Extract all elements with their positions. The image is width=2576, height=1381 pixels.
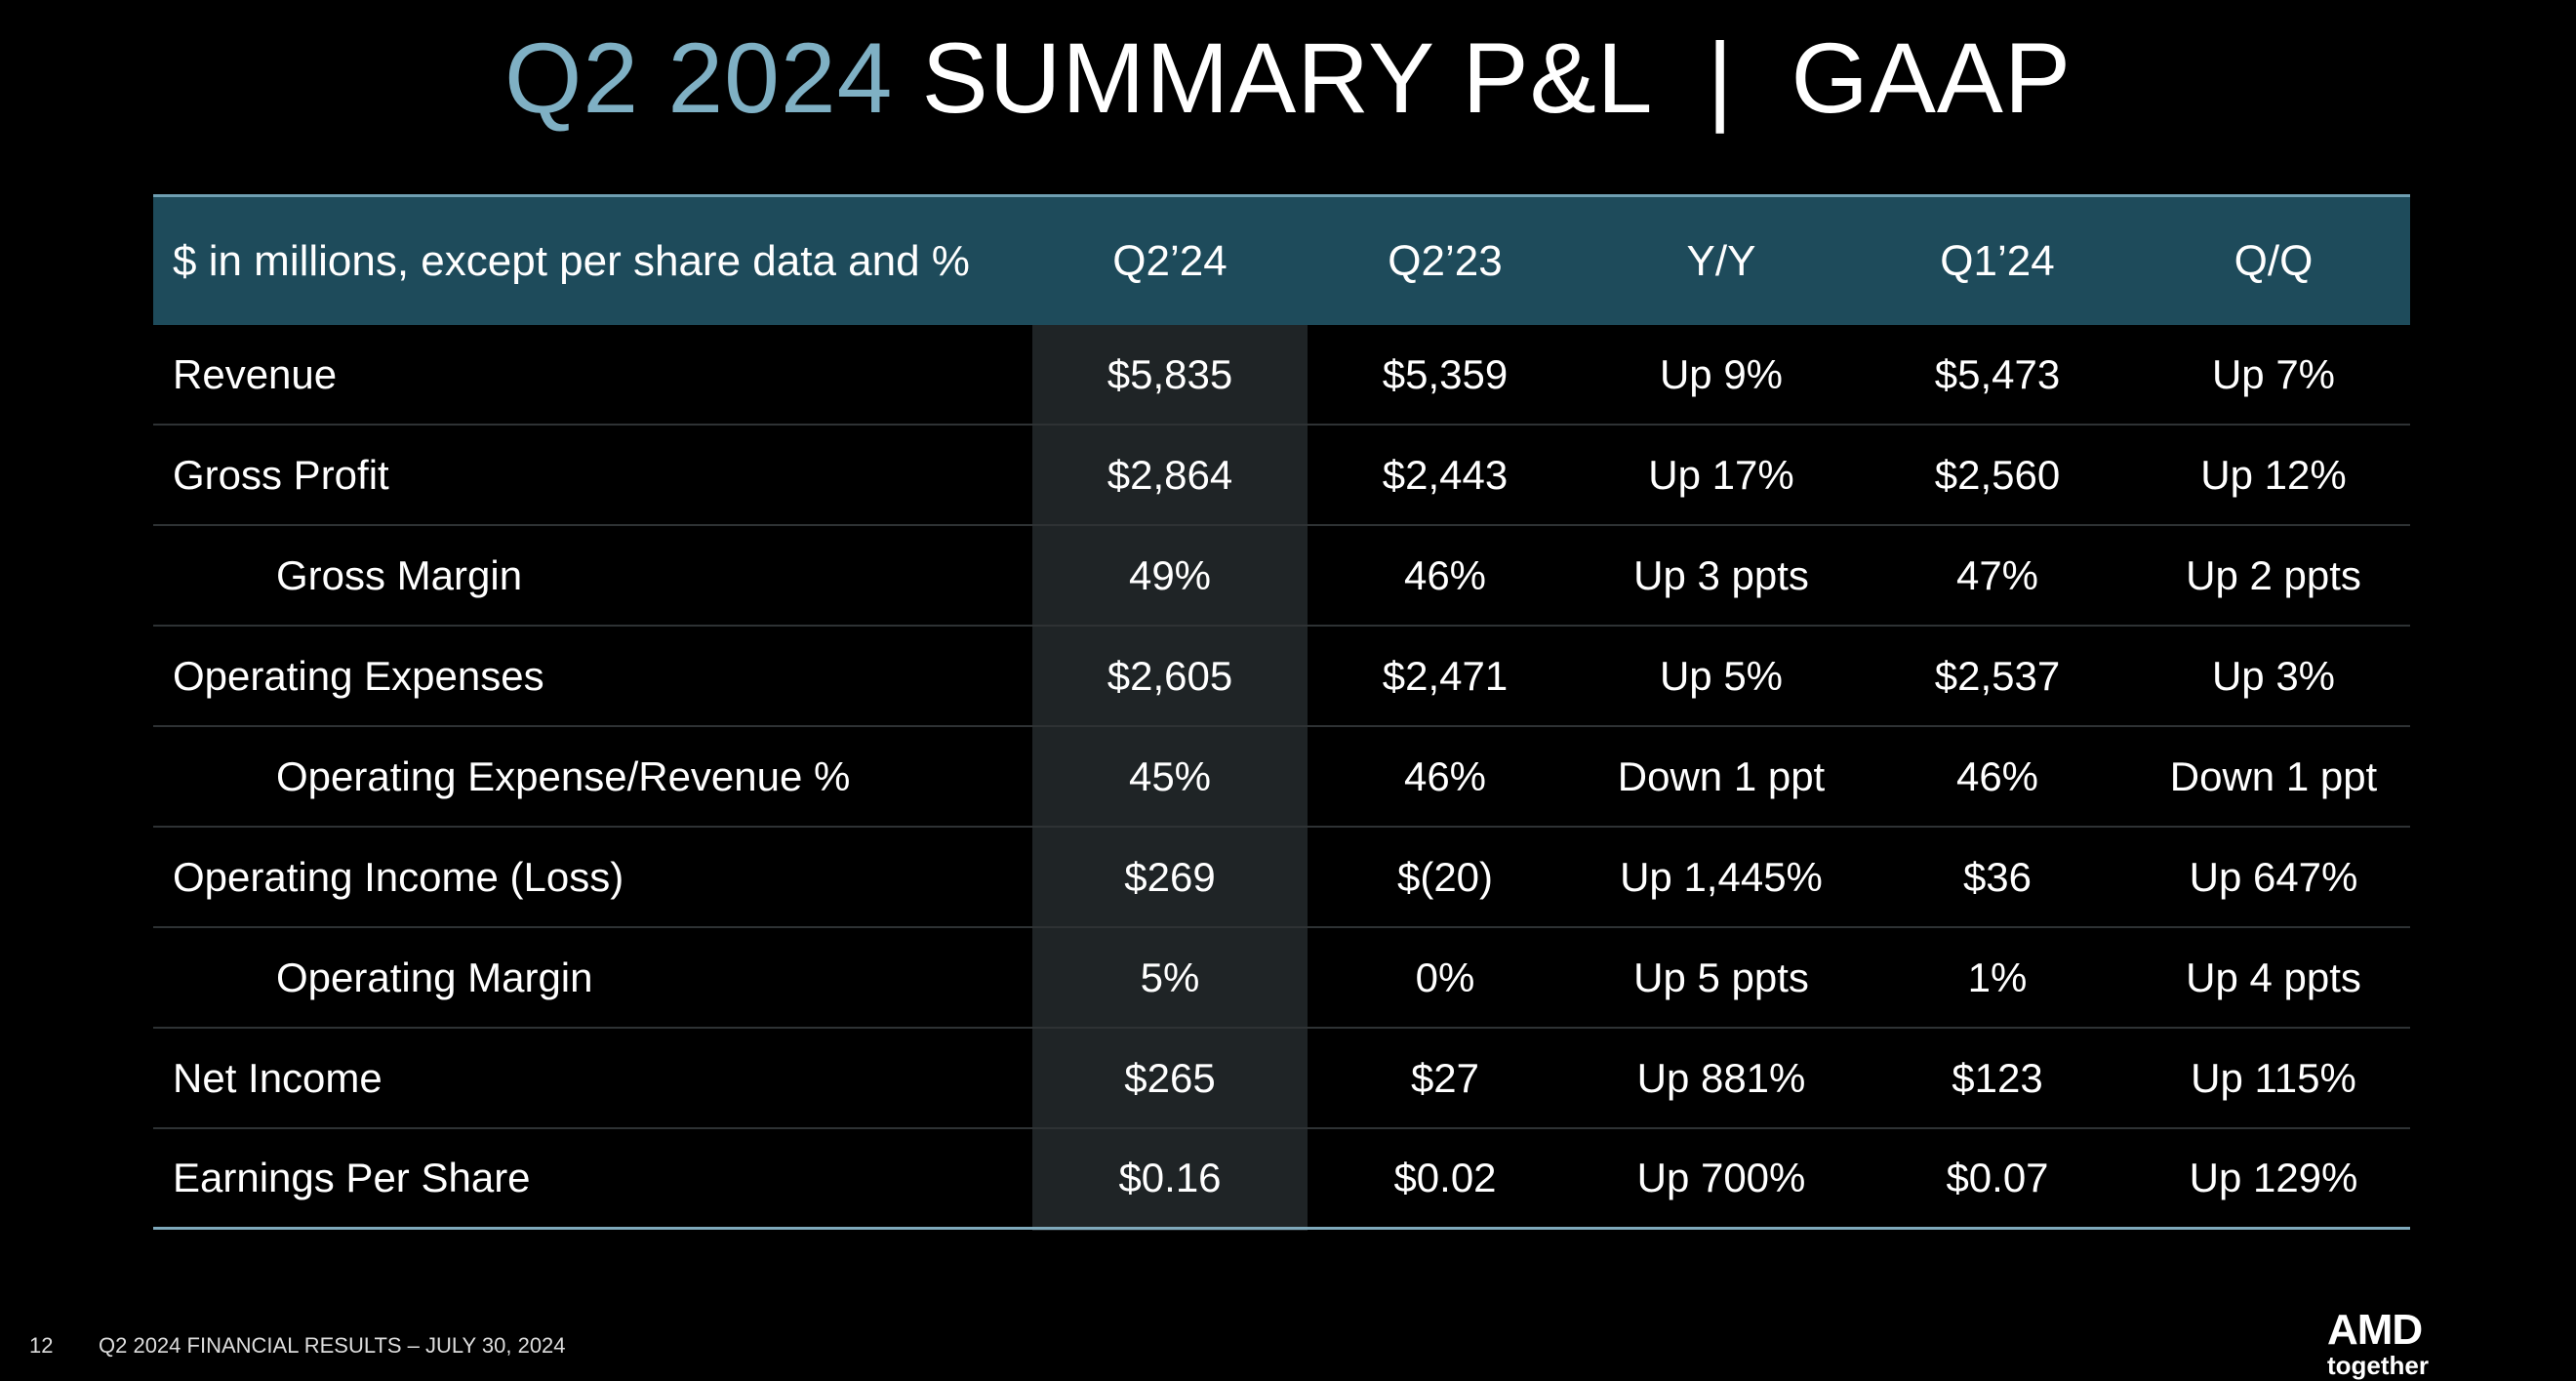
table-cell: $0.16 bbox=[1118, 1155, 1222, 1200]
table-cell: $2,471 bbox=[1382, 652, 1509, 699]
row-label: Operating Expense/Revenue % bbox=[276, 752, 851, 799]
table-cell: Up 129% bbox=[2189, 1155, 2358, 1200]
table-cell: Up 700% bbox=[1636, 1155, 1806, 1200]
table-cell: $2,864 bbox=[1107, 451, 1233, 498]
table-cell: Up 3% bbox=[2211, 652, 2336, 699]
column-highlight bbox=[1032, 325, 1308, 1231]
table-cell: Up 2 ppts bbox=[2186, 551, 2361, 598]
table-cell: 0% bbox=[1415, 954, 1475, 1000]
header-cell: Q2’24 bbox=[1112, 236, 1228, 285]
table-row: Gross Profit $2,864 $2,443 Up 17% $2,560 Up 1… bbox=[153, 426, 2410, 526]
table-row: Operating Expenses $2,605 $2,471 Up 5% $2,53… bbox=[153, 627, 2410, 727]
table-cell: $123 bbox=[1952, 1054, 2043, 1101]
table-cell: 5% bbox=[1140, 954, 1200, 1000]
table-cell: $2,537 bbox=[1934, 652, 2061, 699]
table-cell: $5,359 bbox=[1382, 350, 1509, 397]
table-cell: Up 9% bbox=[1659, 350, 1784, 397]
table-row: Gross Margin 49% 46% Up 3 ppts 47% Up 2 ppts bbox=[153, 526, 2410, 627]
table-cell: Down 1 ppt bbox=[2169, 752, 2378, 799]
table-cell: $2,560 bbox=[1934, 451, 2061, 498]
table-cell: Up 1,445% bbox=[1620, 853, 1823, 900]
title-lead: Q2 2024 bbox=[504, 22, 894, 134]
row-label: Operating Income (Loss) bbox=[173, 853, 624, 900]
title-main: SUMMARY P&L | GAAP bbox=[921, 22, 2072, 134]
table-cell: $269 bbox=[1124, 853, 1216, 900]
table-cell: $27 bbox=[1410, 1054, 1480, 1101]
table-cell: $2,443 bbox=[1382, 451, 1509, 498]
table-cell: $0.02 bbox=[1393, 1155, 1497, 1200]
table-cell: $(20) bbox=[1396, 853, 1494, 900]
table-row: Net Income $265 $27 Up 881% $123 Up 115% bbox=[153, 1029, 2410, 1129]
row-label: Earnings Per Share bbox=[173, 1155, 531, 1200]
table-cell: Down 1 ppt bbox=[1617, 752, 1826, 799]
row-label: Operating Margin bbox=[276, 954, 593, 1000]
header-cell: Y/Y bbox=[1686, 236, 1756, 285]
row-label: Net Income bbox=[173, 1054, 382, 1101]
table-cell: Up 5% bbox=[1659, 652, 1784, 699]
header-cell: Q2’23 bbox=[1388, 236, 1503, 285]
header-cell: Q1’24 bbox=[1940, 236, 2055, 285]
table-cell: $36 bbox=[1962, 853, 2033, 900]
table-cell: Up 5 ppts bbox=[1633, 954, 1809, 1000]
table: $ in millions, except per share data and… bbox=[153, 194, 2410, 1230]
row-label: Operating Expenses bbox=[173, 652, 544, 699]
table-row: Revenue $5,835 $5,359 Up 9% $5,473 Up 7% bbox=[153, 325, 2410, 426]
table-cell: Up 3 ppts bbox=[1633, 551, 1809, 598]
page-number: 12 bbox=[29, 1333, 54, 1358]
slide-title: Q2 2024 SUMMARY P&L | GAAP bbox=[0, 21, 2576, 136]
table-row: Operating Expense/Revenue % 45% 46% Down 1 … bbox=[153, 727, 2410, 828]
table-cell: $5,473 bbox=[1934, 350, 2061, 397]
header-row: $ in millions, except per share data and… bbox=[153, 194, 2410, 325]
table-cell: $265 bbox=[1124, 1054, 1216, 1101]
logo: AMD bbox=[2327, 1306, 2423, 1354]
table-cell: Up 881% bbox=[1636, 1054, 1806, 1101]
table-cell: 49% bbox=[1128, 551, 1212, 598]
table-cell: Up 4 ppts bbox=[2186, 954, 2361, 1000]
table-cell: 1% bbox=[1967, 954, 2028, 1000]
table-cell: Up 115% bbox=[2191, 1054, 2356, 1101]
table-cell: Up 12% bbox=[2200, 451, 2347, 498]
table-cell: Up 647% bbox=[2189, 853, 2358, 900]
table-cell: 46% bbox=[1403, 752, 1487, 799]
table-row: Operating Margin 5% 0% Up 5 ppts 1% Up 4 ppts bbox=[153, 928, 2410, 1029]
row-label: Revenue bbox=[173, 350, 338, 397]
table-cell: 45% bbox=[1128, 752, 1212, 799]
table-cell: $5,835 bbox=[1107, 350, 1233, 397]
table-cell: $0.07 bbox=[1946, 1155, 2049, 1200]
table-row: Operating Income (Loss) $269 $(20) Up 1,445… bbox=[153, 828, 2410, 928]
table-cell: 47% bbox=[1955, 551, 2039, 598]
table-cell: $2,605 bbox=[1107, 652, 1233, 699]
table-row: Earnings Per Share $0.16 $0.02 Up 700% $0.07… bbox=[153, 1129, 2410, 1230]
table-cell: Up 7% bbox=[2211, 350, 2336, 397]
table-cell: 46% bbox=[1955, 752, 2039, 799]
row-label: Gross Profit bbox=[173, 451, 389, 498]
header-label: $ in millions, except per share data and… bbox=[173, 236, 970, 285]
header-cell: Q/Q bbox=[2234, 236, 2314, 285]
table-cell: Up 17% bbox=[1648, 451, 1794, 498]
row-label: Gross Margin bbox=[276, 551, 523, 598]
footer-text: Q2 2024 FINANCIAL RESULTS – JULY 30, 202… bbox=[99, 1333, 566, 1358]
logo-tagline: together bbox=[2327, 1351, 2429, 1380]
table-cell: 46% bbox=[1403, 551, 1487, 598]
